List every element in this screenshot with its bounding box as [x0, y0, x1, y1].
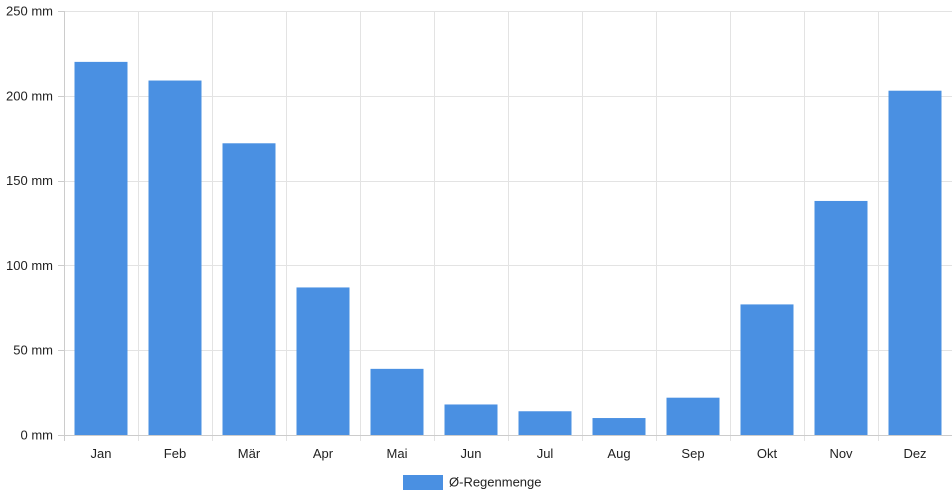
- bar-aug[interactable]: [592, 418, 646, 435]
- legend-swatch[interactable]: [403, 475, 443, 490]
- bar-apr[interactable]: [296, 287, 350, 435]
- x-tick-label: Jul: [537, 446, 554, 461]
- x-tick-label: Apr: [313, 446, 334, 461]
- x-tick-label: Aug: [607, 446, 630, 461]
- axes: [58, 11, 952, 441]
- x-tick-label: Dez: [903, 446, 926, 461]
- bar-jun[interactable]: [444, 404, 498, 435]
- bars: [74, 61, 942, 435]
- bar-feb[interactable]: [148, 80, 202, 435]
- y-axis-tick-labels: 0 mm 50 mm 100 mm 150 mm 200 mm 250 mm: [6, 4, 53, 443]
- legend[interactable]: Ø-Regenmenge: [403, 475, 542, 491]
- bar-mai[interactable]: [370, 368, 424, 435]
- y-tick-label: 0 mm: [21, 428, 54, 443]
- grid: [64, 11, 952, 441]
- y-tick-label: 250 mm: [6, 4, 53, 19]
- bar-sep[interactable]: [666, 397, 720, 435]
- bar-nov[interactable]: [814, 200, 868, 435]
- x-axis-tick-labels: Jan Feb Mär Apr Mai Jun Jul Aug Sep Okt Nov Dez: [91, 446, 927, 461]
- x-tick-label: Sep: [681, 446, 704, 461]
- legend-label[interactable]: Ø-Regenmenge: [449, 475, 542, 490]
- y-tick-label: 200 mm: [6, 88, 53, 103]
- bar-okt[interactable]: [740, 304, 794, 435]
- bar-jan[interactable]: [74, 61, 128, 435]
- x-tick-label: Jun: [461, 446, 482, 461]
- x-tick-label: Mai: [387, 446, 408, 461]
- bar-dez[interactable]: [888, 90, 942, 435]
- x-tick-label: Feb: [164, 446, 186, 461]
- y-tick-label: 50 mm: [13, 343, 53, 358]
- bar-jul[interactable]: [518, 411, 572, 435]
- x-tick-label: Jan: [91, 446, 112, 461]
- y-tick-label: 100 mm: [6, 258, 53, 273]
- bar-mär[interactable]: [222, 143, 276, 435]
- y-tick-label: 150 mm: [6, 173, 53, 188]
- x-tick-label: Nov: [829, 446, 853, 461]
- x-tick-label: Mär: [238, 446, 261, 461]
- x-tick-label: Okt: [757, 446, 778, 461]
